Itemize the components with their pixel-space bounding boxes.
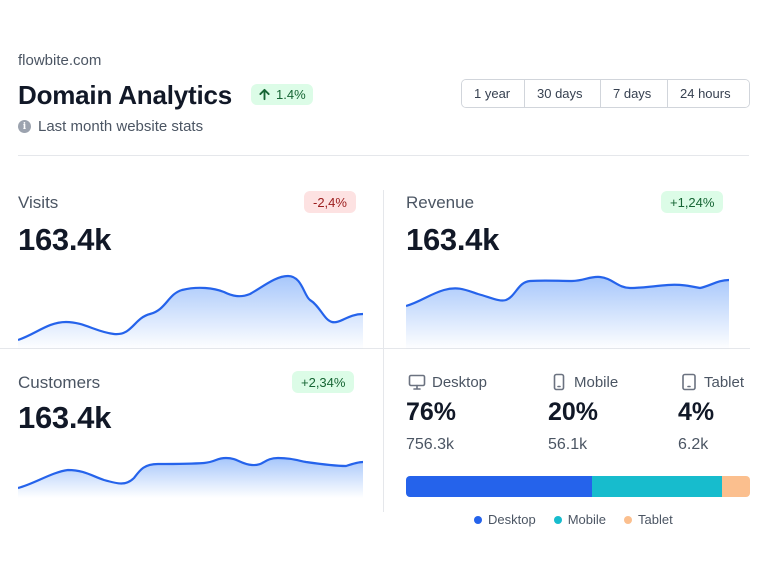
- legend-item-desktop: Desktop: [474, 512, 536, 527]
- bar-segment-tablet: [722, 476, 750, 497]
- revenue-value: 163.4k: [406, 222, 500, 257]
- subtitle: i Last month website stats: [18, 118, 203, 135]
- device-tablet-label: Tablet: [704, 373, 745, 391]
- device-desktop-label: Desktop: [432, 373, 488, 391]
- legend-dot: [624, 515, 632, 524]
- mobile-icon: [553, 373, 565, 391]
- revenue-sparkline: [406, 275, 729, 350]
- range-1-year-button[interactable]: 1 year: [462, 80, 525, 107]
- customers-value: 163.4k: [18, 400, 112, 435]
- subtitle-text: Last month website stats: [38, 118, 204, 135]
- revenue-label: Revenue: [406, 193, 475, 212]
- time-range-group: 1 year 30 days 7 days 24 hours: [461, 79, 750, 108]
- info-icon: i: [18, 120, 31, 133]
- customers-label: Customers: [18, 373, 101, 392]
- desktop-icon: [408, 374, 426, 390]
- device-mobile-header: Mobile: [550, 373, 618, 391]
- device-mobile-label: Mobile: [574, 373, 619, 391]
- legend-dot: [553, 515, 562, 524]
- device-mobile-percent: 20%: [548, 398, 599, 426]
- device-tablet-header: Tablet: [680, 373, 744, 391]
- range-30-days-button[interactable]: 30 days: [525, 80, 601, 107]
- device-share-bar: [406, 476, 750, 497]
- legend-item-mobile: Mobile: [553, 512, 606, 527]
- legend-label: Desktop: [488, 512, 536, 527]
- visits-value: 163.4k: [18, 222, 112, 257]
- arrow-up-icon: [259, 88, 270, 101]
- legend-label: Tablet: [638, 512, 673, 527]
- legend-dot: [474, 515, 482, 524]
- change-value: 1.4%: [276, 87, 306, 102]
- revenue-change-badge: +1,24%: [661, 191, 724, 213]
- divider: [18, 155, 749, 156]
- bar-segment-mobile: [591, 476, 723, 497]
- legend-label: Mobile: [567, 512, 606, 527]
- bar-segment-desktop: [406, 476, 592, 497]
- range-24-hours-button[interactable]: 24 hours: [668, 80, 749, 107]
- domain-name: flowbite.com: [18, 52, 102, 69]
- tablet-icon: [682, 373, 696, 391]
- divider: [383, 190, 384, 512]
- legend-item-tablet: Tablet: [624, 512, 673, 527]
- device-tablet-count: 6.2k: [678, 436, 709, 453]
- device-legend: Desktop Mobile Tablet: [474, 512, 673, 527]
- device-tablet-percent: 4%: [678, 398, 715, 426]
- divider: [0, 348, 750, 349]
- visits-change-badge: -2,4%: [304, 191, 356, 213]
- change-badge: 1.4%: [251, 84, 313, 105]
- page-title: Domain Analytics: [18, 80, 233, 110]
- device-desktop-percent: 76%: [406, 398, 457, 426]
- device-mobile-count: 56.1k: [548, 436, 588, 453]
- range-7-days-button[interactable]: 7 days: [601, 80, 668, 107]
- customers-sparkline: [18, 456, 363, 498]
- visits-sparkline: [18, 274, 363, 350]
- device-desktop-header: Desktop: [408, 373, 487, 391]
- visits-label: Visits: [18, 193, 59, 212]
- customers-change-badge: +2,34%: [292, 371, 355, 393]
- device-desktop-count: 756.3k: [406, 436, 455, 453]
